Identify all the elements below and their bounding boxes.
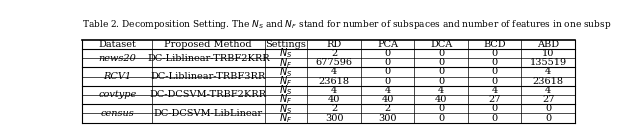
Text: 0: 0 [492,49,498,58]
Text: $N_S$: $N_S$ [279,65,292,79]
Text: DCA: DCA [430,40,452,49]
Text: 40: 40 [328,95,340,104]
Text: 0: 0 [492,104,498,113]
Text: 677596: 677596 [316,58,353,67]
Text: $N_S$: $N_S$ [279,47,292,60]
Text: 0: 0 [385,67,390,76]
Text: 2: 2 [331,104,337,113]
Text: 0: 0 [545,104,551,113]
Text: DC-Liblinear-TRBF3RR: DC-Liblinear-TRBF3RR [150,72,266,81]
Text: 2: 2 [331,49,337,58]
Text: Proposed Method: Proposed Method [164,40,252,49]
Text: 0: 0 [492,67,498,76]
Text: 27: 27 [488,95,501,104]
Text: 4: 4 [438,86,444,95]
Text: $N_F$: $N_F$ [279,93,292,106]
Text: PCA: PCA [377,40,398,49]
Text: 0: 0 [438,114,444,123]
Text: 2: 2 [385,104,391,113]
Text: 0: 0 [492,58,498,67]
Text: 23618: 23618 [532,77,564,86]
Text: RD: RD [326,40,342,49]
Text: DC-Liblinear-TRBF2KRR: DC-Liblinear-TRBF2KRR [147,54,269,63]
Text: 10: 10 [542,49,554,58]
Text: news20: news20 [99,54,136,63]
Text: 0: 0 [492,114,498,123]
Text: 4: 4 [331,86,337,95]
Text: DC-DCSVM-TRBF2KRR: DC-DCSVM-TRBF2KRR [150,90,267,100]
Text: Table 2. Decomposition Setting. The $N_S$ and $N_F$ stand for number of subspace: Table 2. Decomposition Setting. The $N_S… [83,18,612,31]
Text: $N_S$: $N_S$ [279,84,292,97]
Text: 40: 40 [435,95,447,104]
Text: 300: 300 [378,114,397,123]
Text: Settings: Settings [266,40,307,49]
Text: $N_F$: $N_F$ [279,111,292,125]
Text: $N_F$: $N_F$ [279,74,292,88]
Text: 23618: 23618 [319,77,349,86]
Text: 4: 4 [545,67,552,76]
Text: $N_F$: $N_F$ [279,56,292,70]
Text: 135519: 135519 [530,58,567,67]
Text: 0: 0 [438,58,444,67]
Text: 4: 4 [492,86,498,95]
Text: 0: 0 [492,77,498,86]
Text: ABD: ABD [537,40,559,49]
Text: 4: 4 [545,86,552,95]
Text: 27: 27 [542,95,554,104]
Text: $N_S$: $N_S$ [279,102,292,116]
Text: 4: 4 [331,67,337,76]
Text: census: census [100,109,134,118]
Text: 300: 300 [325,114,343,123]
Text: 0: 0 [545,114,551,123]
Text: DC-DCSVM-LibLinear: DC-DCSVM-LibLinear [154,109,263,118]
Text: 0: 0 [385,49,390,58]
Text: RCV1: RCV1 [103,72,131,81]
Text: 0: 0 [438,77,444,86]
Text: 0: 0 [438,104,444,113]
Text: BCD: BCD [483,40,506,49]
Text: 0: 0 [385,77,390,86]
Text: 4: 4 [385,86,391,95]
Text: 0: 0 [385,58,390,67]
Text: 0: 0 [438,67,444,76]
Text: 40: 40 [381,95,394,104]
Text: 0: 0 [438,49,444,58]
Text: Dataset: Dataset [99,40,136,49]
Text: covtype: covtype [98,90,136,100]
